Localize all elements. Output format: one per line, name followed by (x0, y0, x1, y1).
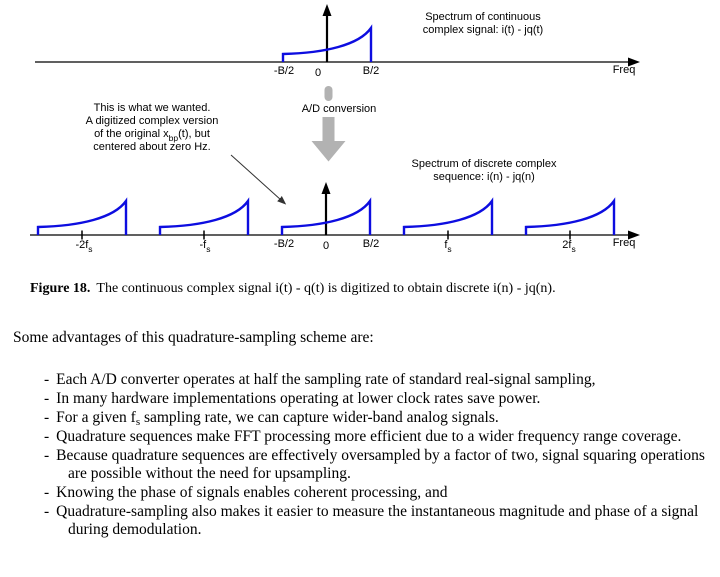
top-axis-label-freq: Freq (612, 64, 636, 76)
discrete-spectrum-replica-neg2fs (36, 197, 128, 235)
bottom-tick-label-fs: fs (444, 239, 452, 254)
list-item: - Because quadrature sequences are effect… (44, 447, 705, 482)
ad-conversion-label: A/D conversion (301, 103, 377, 115)
list-item: - Each A/D converter operates at half the… (44, 371, 596, 388)
bottom-tick-label-zero: 0 (322, 240, 330, 252)
intro-paragraph: Some advantages of this quadrature-sampl… (13, 329, 374, 346)
continuous-spectrum-label: Spectrum of continuous complex signal: i… (422, 11, 544, 36)
top-tick-label-zero: 0 (314, 67, 322, 79)
ad-conversion-arrow (311, 117, 346, 162)
callout-note: This is what we wanted. A digitized comp… (85, 102, 219, 153)
figure-caption-text: The continuous complex signal i(t) - q(t… (96, 281, 556, 296)
figure-graphics (30, 4, 640, 240)
list-item: - In many hardware implementations operat… (44, 390, 541, 407)
discrete-spectrum-replica-negfs (158, 197, 250, 235)
bottom-tick-label-pos-b2: B/2 (362, 238, 380, 250)
list-item: - Quadrature-sampling also makes it easie… (44, 503, 699, 538)
ad-arrow-dash (324, 86, 333, 101)
discrete-spectrum-replica-2fs (524, 197, 616, 235)
list-item: - Knowing the phase of signals enables co… (44, 484, 448, 501)
bottom-tick-label-2fs: 2fs (562, 239, 576, 254)
discrete-spectrum-replica-zero (280, 197, 372, 235)
bottom-tick-label-neg-fs: -fs (199, 239, 211, 254)
continuous-spectrum-curve (281, 24, 373, 62)
figure-caption: Figure 18. The continuous complex signal … (30, 281, 710, 297)
list-item: - Quadrature sequences make FFT processin… (44, 428, 682, 445)
bottom-axis-label-freq: Freq (612, 237, 636, 249)
figure-caption-number: Figure 18. (30, 281, 91, 296)
discrete-spectrum-replica-fs (402, 197, 494, 235)
list-item: - For a given fs sampling rate, we can ca… (44, 409, 499, 428)
subscript-bp: bp (168, 133, 179, 143)
bottom-tick-label-neg-2fs: -2fs (75, 239, 93, 254)
subscript-fs: s (135, 416, 141, 428)
discrete-spectrum-label: Spectrum of discrete complex sequence: i… (411, 158, 557, 183)
callout-arrow (230, 154, 287, 205)
advantages-list: - Each A/D converter operates at half the… (13, 371, 712, 540)
bottom-tick-label-neg-b2: -B/2 (273, 238, 295, 250)
top-tick-label-neg-b2: -B/2 (273, 65, 295, 77)
figure-18-diagram: Spectrum of continuous complex signal: i… (0, 0, 720, 270)
top-tick-label-pos-b2: B/2 (362, 65, 380, 77)
